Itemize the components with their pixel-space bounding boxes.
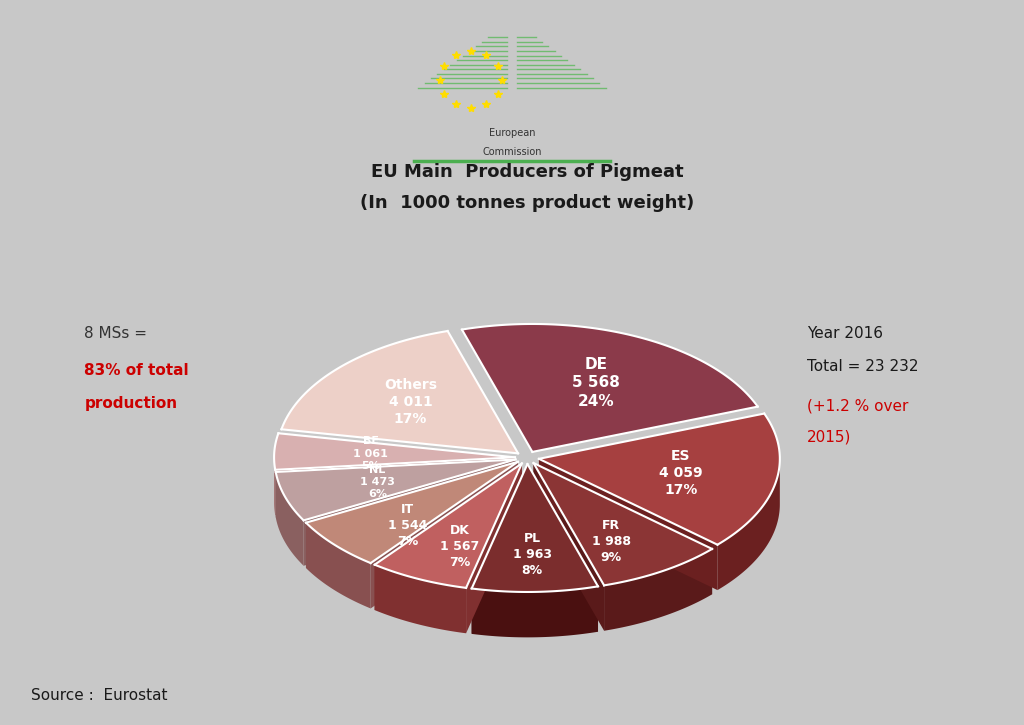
Text: DK
1 567
7%: DK 1 567 7% xyxy=(440,523,479,569)
Polygon shape xyxy=(304,460,515,566)
Polygon shape xyxy=(534,463,604,631)
Polygon shape xyxy=(275,472,304,566)
Polygon shape xyxy=(534,463,712,594)
Polygon shape xyxy=(472,464,598,592)
Polygon shape xyxy=(604,549,712,631)
Polygon shape xyxy=(275,457,515,515)
Polygon shape xyxy=(375,463,522,588)
Text: 8 MSs =: 8 MSs = xyxy=(84,326,147,341)
Polygon shape xyxy=(274,457,275,515)
Polygon shape xyxy=(306,462,518,568)
Text: ES
4 059
17%: ES 4 059 17% xyxy=(659,449,702,497)
Polygon shape xyxy=(306,462,518,563)
Polygon shape xyxy=(718,460,780,590)
Polygon shape xyxy=(466,463,522,633)
Text: Others
4 011
17%: Others 4 011 17% xyxy=(384,378,437,426)
Polygon shape xyxy=(534,463,712,585)
Polygon shape xyxy=(275,460,515,518)
Polygon shape xyxy=(275,460,515,521)
Text: European: European xyxy=(488,128,536,138)
Polygon shape xyxy=(462,324,758,452)
Text: FR
1 988
9%: FR 1 988 9% xyxy=(592,519,631,564)
Text: BE
1 061
5%: BE 1 061 5% xyxy=(353,436,388,471)
Text: IT
1 544
7%: IT 1 544 7% xyxy=(388,502,427,547)
Polygon shape xyxy=(539,413,780,544)
Text: 83% of total: 83% of total xyxy=(84,363,189,378)
Text: Total = 23 232: Total = 23 232 xyxy=(807,360,919,374)
Polygon shape xyxy=(375,565,466,633)
Text: (In  1000 tonnes product weight): (In 1000 tonnes product weight) xyxy=(359,194,694,212)
Text: Commission: Commission xyxy=(482,146,542,157)
Text: production: production xyxy=(84,397,177,412)
Text: Source :  Eurostat: Source : Eurostat xyxy=(31,688,167,703)
Text: NL
1 473
6%: NL 1 473 6% xyxy=(359,465,394,500)
Polygon shape xyxy=(527,464,598,631)
Polygon shape xyxy=(472,587,598,637)
Text: PL
1 963
8%: PL 1 963 8% xyxy=(513,532,552,577)
Text: Year 2016: Year 2016 xyxy=(807,326,883,341)
Polygon shape xyxy=(472,464,527,634)
Text: EU Main  Producers of Pigmeat: EU Main Producers of Pigmeat xyxy=(371,162,683,181)
Text: (+1.2 % over: (+1.2 % over xyxy=(807,399,908,413)
Polygon shape xyxy=(274,434,515,470)
Polygon shape xyxy=(375,463,522,610)
Polygon shape xyxy=(539,459,718,590)
Text: DE
5 568
24%: DE 5 568 24% xyxy=(572,357,620,409)
Polygon shape xyxy=(282,331,518,453)
Polygon shape xyxy=(371,462,518,608)
Text: 2015): 2015) xyxy=(807,429,852,444)
Polygon shape xyxy=(306,523,371,608)
